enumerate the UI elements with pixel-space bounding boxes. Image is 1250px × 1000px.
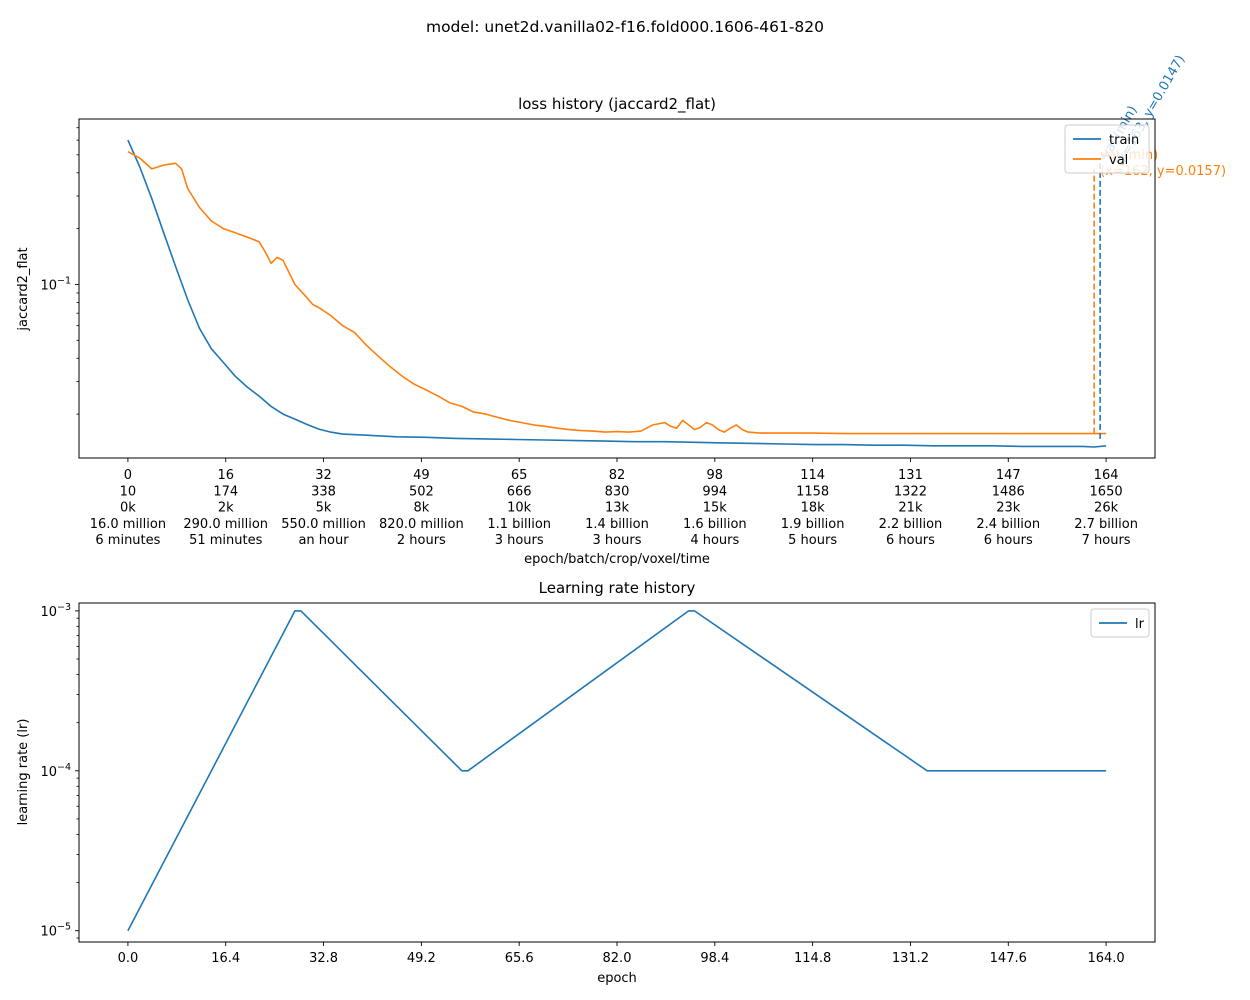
loss-legend: train val — [1064, 124, 1150, 174]
loss-legend-label-val: val — [1109, 153, 1128, 168]
loss-legend-label-train: train — [1109, 133, 1139, 148]
loss-x-tick-label: 131 1322 21k 2.2 billion 6 hours — [879, 468, 943, 548]
lr-y-tick-label: 10−4 — [40, 762, 71, 780]
lr-ticks: 0.0 16.4 32.8 49.2 65.6 82.0 98.4 114.8 131.2 147… — [40, 602, 1124, 966]
loss-history-axes: loss history (jaccard2_flat) jaccard2_fl… — [16, 53, 1226, 567]
loss-chart-title: loss history (jaccard2_flat) — [518, 95, 716, 114]
loss-x-tick-label: 32 338 5k 550.0 million an hour — [281, 468, 366, 548]
lr-x-tick-label: 98.4 — [700, 951, 729, 966]
lr-axes-frame — [78, 602, 1156, 943]
lr-x-tick-label: 147.6 — [990, 951, 1027, 966]
loss-x-tick-label: 65 666 10k 1.1 billion 3 hours — [487, 468, 551, 548]
lr-x-tick-label: 49.2 — [407, 951, 436, 966]
lr-y-tick-label: 10−5 — [40, 922, 71, 940]
loss-x-tick-label: 0 10 0k 16.0 million 6 minutes — [90, 468, 166, 548]
loss-x-axis-label: epoch/batch/crop/voxel/time — [524, 552, 710, 567]
loss-x-tick-label: 147 1486 23k 2.4 billion 6 hours — [976, 468, 1040, 548]
lr-plot-area — [127, 610, 1107, 932]
loss-series-val — [127, 150, 1107, 435]
loss-series-train — [127, 139, 1107, 448]
lr-y-axis-label: learning rate (lr) — [16, 719, 31, 826]
lr-x-tick-label: 0.0 — [118, 951, 139, 966]
lr-series-lr — [127, 610, 1107, 932]
lr-x-tick-label: 32.8 — [309, 951, 338, 966]
loss-y-axis-label: jaccard2_flat — [16, 247, 31, 331]
lr-legend-label-lr: lr — [1135, 617, 1145, 632]
loss-x-tick-label: 98 994 15k 1.6 billion 4 hours — [683, 468, 747, 548]
lr-x-tick-label: 114.8 — [794, 951, 831, 966]
figure-suptitle: model: unet2d.vanilla02-f16.fold000.1606… — [426, 18, 824, 36]
loss-legend-box — [1064, 124, 1150, 174]
lr-x-tick-label: 16.4 — [211, 951, 240, 966]
lr-x-tick-label: 164.0 — [1087, 951, 1124, 966]
loss-axes-frame — [78, 118, 1156, 459]
lr-chart-title: Learning rate history — [539, 579, 696, 597]
loss-x-tick-label: 16 174 2k 290.0 million 51 minutes — [183, 468, 268, 548]
lr-y-tick-label: 10−3 — [40, 602, 71, 620]
lr-legend: lr — [1090, 608, 1150, 638]
loss-x-tick-label: 114 1158 18k 1.9 billion 5 hours — [781, 468, 845, 548]
loss-x-tick-label: 164 1650 26k 2.7 billion 7 hours — [1074, 468, 1138, 548]
loss-x-tick-label: 82 830 13k 1.4 billion 3 hours — [585, 468, 649, 548]
loss-x-tick-label: 49 502 8k 820.0 million 2 hours — [379, 468, 464, 548]
loss-y-tick-label: 10−1 — [40, 275, 71, 293]
learning-rate-axes: Learning rate history learning rate (lr)… — [16, 579, 1156, 986]
lr-x-tick-label: 65.6 — [505, 951, 534, 966]
lr-x-tick-label: 82.0 — [603, 951, 632, 966]
lr-x-axis-label: epoch — [597, 971, 637, 986]
lr-x-tick-label: 131.2 — [892, 951, 929, 966]
